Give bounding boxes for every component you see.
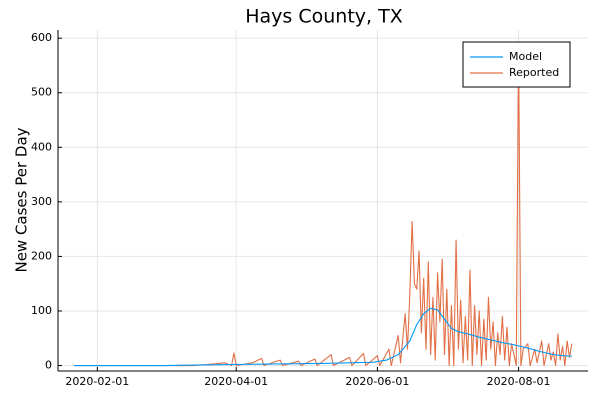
x-tick-label: 2020-08-01 — [487, 375, 551, 388]
y-tick-label: 100 — [31, 304, 52, 317]
y-tick-label: 600 — [31, 31, 52, 44]
tick-labels: 2020-02-01 2020-04-01 2020-06-01 2020-08-01… — [31, 31, 551, 388]
y-tick-label: 0 — [45, 359, 52, 372]
x-tick-label: 2020-02-01 — [65, 375, 129, 388]
y-tick-label: 500 — [31, 86, 52, 99]
legend-label-reported: Reported — [509, 66, 559, 79]
x-tick-label: 2020-06-01 — [345, 375, 409, 388]
legend: Model Reported — [462, 41, 571, 88]
y-tick-label: 400 — [31, 140, 52, 153]
axes — [57, 30, 588, 372]
y-tick-label: 300 — [31, 195, 52, 208]
legend-box — [462, 41, 571, 88]
series-line-reported — [74, 43, 573, 367]
series — [74, 43, 573, 367]
y-axis-label: New Cases Per Day — [13, 127, 31, 272]
x-tick-label: 2020-04-01 — [204, 375, 268, 388]
legend-label-model: Model — [509, 50, 542, 63]
series-line-model — [74, 307, 572, 367]
chart-title: Hays County, TX — [245, 6, 402, 28]
y-tick-label: 200 — [31, 249, 52, 262]
